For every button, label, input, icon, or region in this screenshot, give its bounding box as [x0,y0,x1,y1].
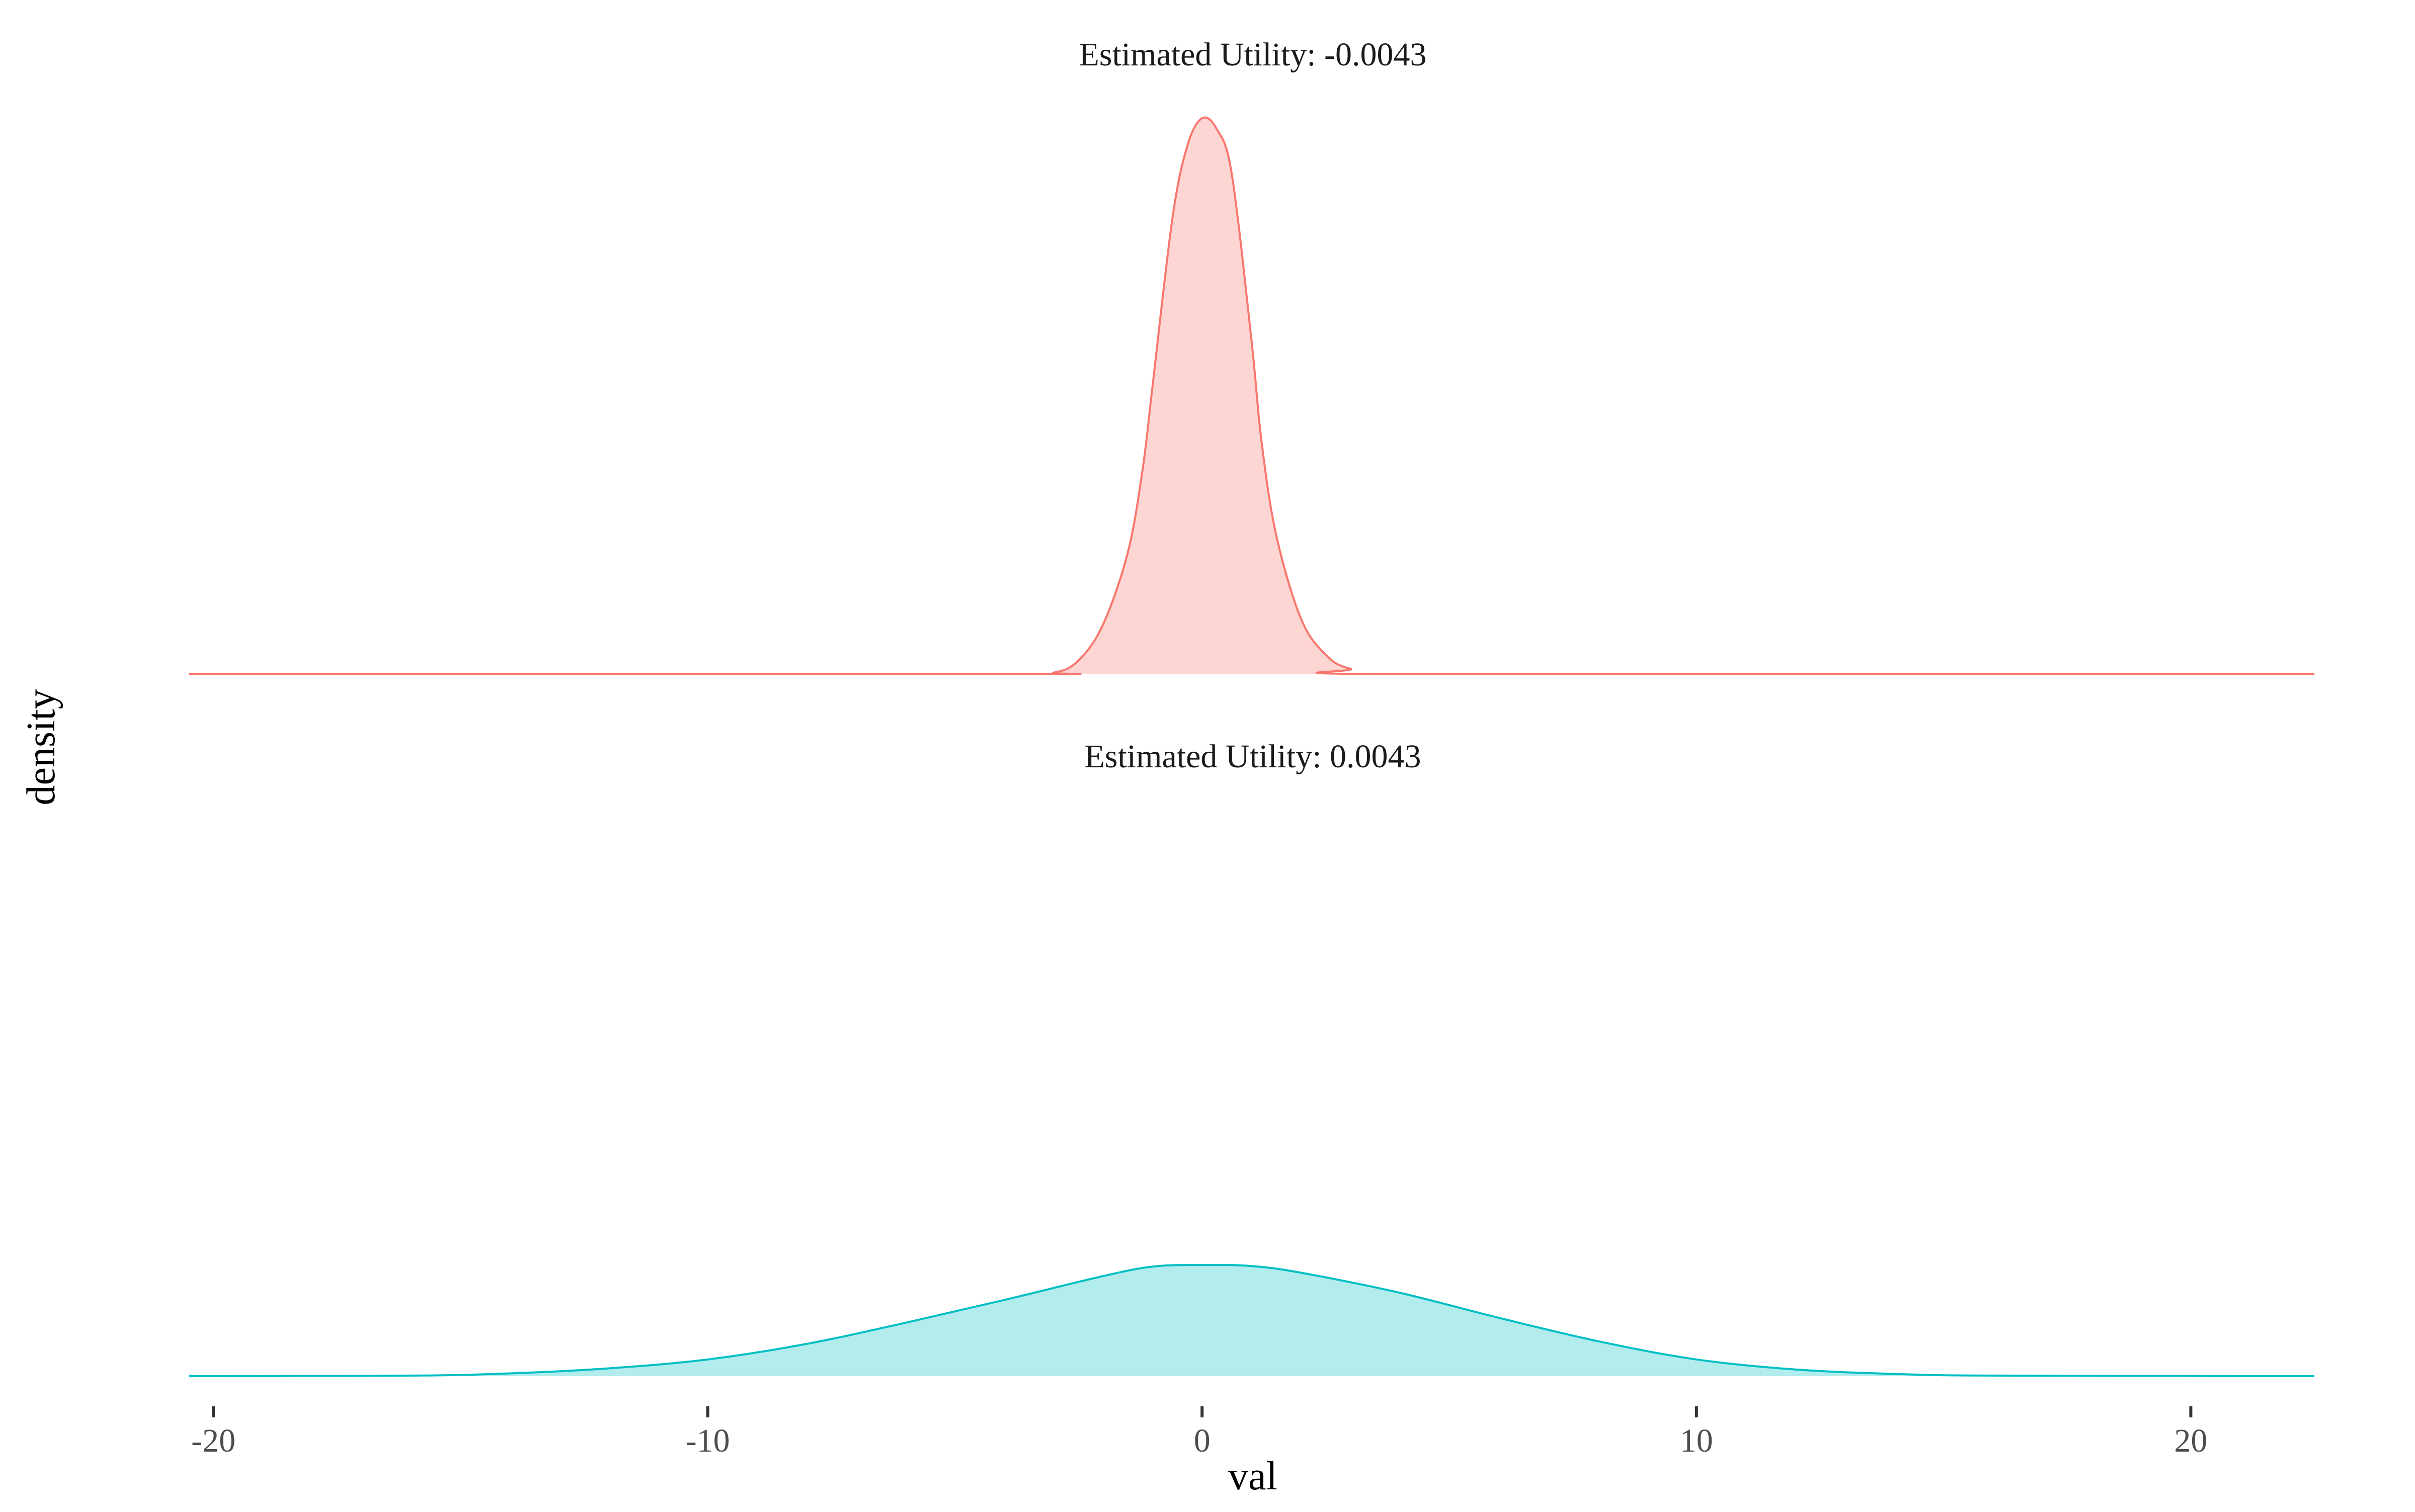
x-tick-label: 0 [1194,1422,1211,1459]
density-line-1 [189,116,2314,676]
facet-title-2: Estimated Utility: 0.0043 [1084,738,1421,775]
density-area-1 [189,117,2314,675]
x-axis: -20 -10 0 10 20 [191,1406,2207,1459]
facet-title-1: Estimated Utility: -0.0043 [1079,36,1426,73]
density-area-2 [189,1264,2314,1376]
facet-panel-1: Estimated Utility: -0.0043 [189,36,2314,676]
x-tick-label: 20 [2174,1422,2207,1459]
x-axis-title: val [1228,1454,1277,1498]
x-tick-label: -20 [191,1422,235,1459]
y-axis-title: density [19,689,63,805]
facets-layer: Estimated Utility: -0.0043 Estimated Util… [188,36,2315,1377]
density-line-2 [188,1263,2315,1377]
facet-panel-2: Estimated Utility: 0.0043 [188,738,2315,1377]
x-tick-label: -10 [686,1422,730,1459]
x-tick-label: 10 [1680,1422,1713,1459]
